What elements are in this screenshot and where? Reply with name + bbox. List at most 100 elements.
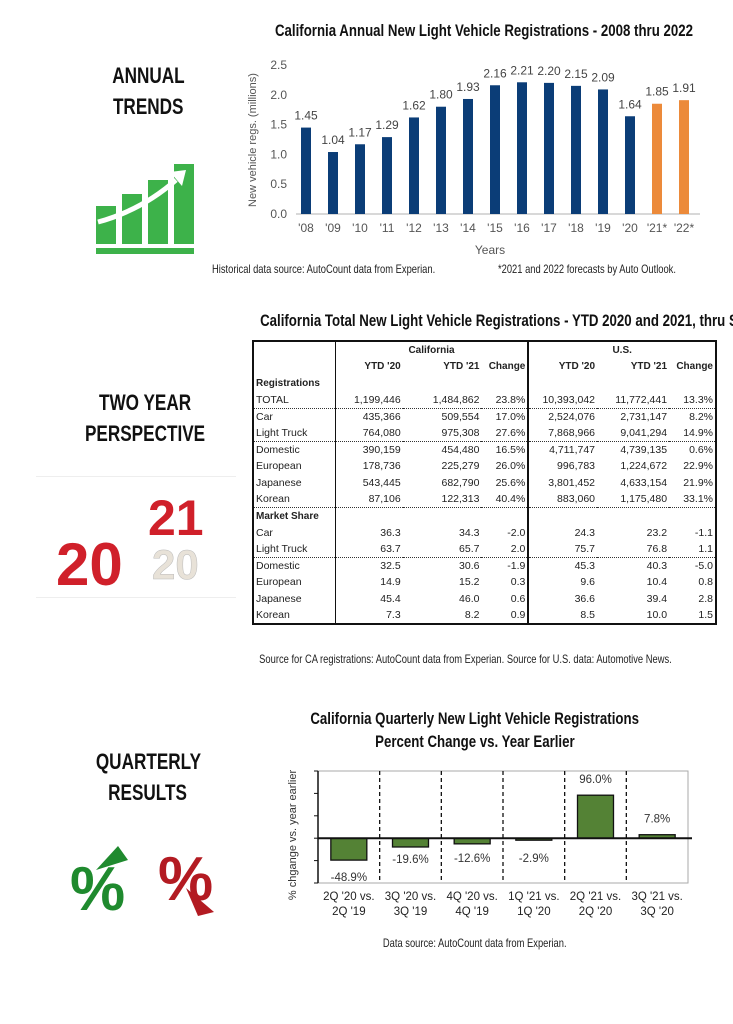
table-cell: 21.9% [683, 476, 713, 489]
table-cell: 17.0% [481, 407, 529, 425]
x-tick-label: '10 [352, 221, 368, 235]
percent-up-icon: % [70, 846, 128, 920]
table-cell: 454,480 [402, 440, 482, 458]
annual-chart: 0.0 0.5 1.0 1.5 2.0 2.5 New vehicle regs. (mil… [247, 58, 700, 257]
table-cell: 87,106 [334, 491, 403, 508]
x-tick-label: '20 [622, 221, 638, 235]
table-cell: 2,524,076 [527, 407, 598, 425]
section-label: Registrations [256, 377, 320, 389]
data-label: 1.29 [375, 118, 399, 132]
table-cell: 2,731,147 [597, 407, 670, 425]
bar [463, 98, 473, 214]
table-cell: 7,868,966 [527, 424, 598, 442]
y-axis-label: % chgange vs. year earlier [287, 770, 299, 901]
table-row: Korean 7.3 8.2 0.9 8.5 10.0 1.5 [253, 607, 716, 624]
x-tick-label: '17 [541, 221, 557, 235]
column-header: YTD '20 [334, 358, 403, 375]
section-label: Market Share [253, 507, 336, 525]
bar [301, 127, 311, 214]
data-label: 1.64 [618, 97, 642, 111]
x-tick-label: 2Q '21 vs. [570, 891, 621, 903]
row-label: Domestic [253, 440, 336, 458]
table-cell: 10,393,042 [527, 391, 598, 409]
x-tick-label: 2Q '20 vs. [323, 891, 374, 903]
bar [517, 82, 527, 214]
bar [330, 837, 368, 861]
x-tick-label: 3Q '20 [640, 906, 674, 918]
x-tick-label: '19 [595, 221, 611, 235]
table-cell: 14.9 [334, 574, 403, 591]
column-header: YTD '21 [630, 361, 668, 372]
table-cell: 33.1% [683, 493, 713, 506]
table-cell: 0.8 [698, 576, 713, 589]
table-cell: 1,224,672 [620, 460, 668, 473]
table-row: Japanese 543,445 682,790 25.6% 3,801,452 4,63… [253, 474, 716, 492]
table-cell: 7.3 [334, 607, 403, 624]
bar [544, 82, 554, 214]
bar [328, 152, 338, 214]
table-cell: 45.4 [334, 590, 403, 608]
table-row: Domestic 32.5 30.6 -1.9 45.3 40.3 -5.0 [253, 557, 716, 575]
data-label: 1.91 [672, 81, 696, 95]
x-tick-label: 2Q '20 [579, 906, 613, 918]
bar [625, 116, 635, 214]
y-tick-label: 0.5 [270, 177, 287, 191]
table-cell: 32.5 [334, 557, 403, 575]
data-label: 1.45 [294, 109, 318, 123]
x-tick-label: 1Q '20 [517, 906, 551, 918]
data-label: 1.04 [321, 133, 345, 147]
bar [436, 106, 446, 214]
table-source-note: Source for CA registrations: AutoCount d… [258, 652, 672, 666]
data-label: 1.93 [456, 80, 480, 94]
group-us: U.S. [527, 341, 716, 358]
table-cell: 435,366 [334, 407, 403, 425]
data-label: 96.0% [579, 774, 612, 786]
table-cell: 0.6 [510, 593, 526, 606]
table-cell: 1.1 [698, 542, 713, 555]
x-tick-label: 1Q '21 vs. [508, 891, 559, 903]
annual-source-note: Historical data source: AutoCount data f… [212, 262, 436, 276]
table-row: TOTAL 1,199,446 1,484,862 23.8% 10,393,042 11… [253, 391, 716, 409]
section-header: Registrations [253, 375, 716, 392]
row-label: Light Truck [256, 542, 308, 555]
annual-trends-label: ANNUAL TRENDS [111, 63, 185, 119]
x-tick-label: '13 [433, 221, 449, 235]
row-label: European [256, 460, 302, 473]
table-cell: 36.3 [334, 524, 403, 541]
row-label: Car [253, 407, 336, 425]
percent-icons: % % [70, 845, 214, 920]
quarterly-source-note: Data source: AutoCount data from Experia… [383, 936, 567, 950]
x-tick-label: 3Q '20 vs. [385, 891, 436, 903]
data-label: 2.20 [537, 64, 561, 78]
table-cell: 0.6% [669, 440, 716, 458]
table-cell: 122,313 [441, 493, 480, 506]
table-title: California Total New Light Vehicle Regis… [260, 311, 733, 330]
table-cell: 15.2 [459, 576, 480, 589]
x-tick-label: '22* [674, 221, 695, 235]
percent-down-icon: % [158, 845, 214, 916]
table-cell: 13.3% [683, 393, 713, 406]
column-header: Change [488, 361, 526, 372]
table-cell: 225,279 [441, 460, 480, 473]
annual-chart-title: California Annual New Light Vehicle Regi… [274, 21, 693, 40]
x-tick-label: '14 [460, 221, 476, 235]
table-cell: 76.8 [646, 542, 668, 555]
row-label: Korean [256, 493, 290, 506]
y-tick-label: 0.0 [270, 207, 287, 221]
row-label: Car [256, 526, 273, 539]
data-label: 2.09 [591, 70, 615, 84]
row-label: TOTAL [256, 393, 289, 406]
table-cell: 8.2% [669, 407, 716, 425]
table-cell: 40.4% [495, 493, 526, 506]
bar [355, 144, 365, 214]
data-label: 7.8% [644, 814, 670, 826]
table-cell: 9,041,294 [620, 426, 668, 439]
table-row: Car 435,366 509,554 17.0% 2,524,076 2,731,147… [253, 407, 716, 425]
table-cell: 14.9% [683, 426, 713, 439]
table-cell: 975,308 [441, 426, 480, 439]
table-cell: -1.1 [694, 526, 713, 539]
table-cell: 4,711,747 [527, 440, 598, 458]
2021-image: 20 20 21 [36, 476, 236, 598]
quarterly-chart: % chgange vs. year earlier -48.9% 2Q '20 v… [287, 770, 692, 918]
data-label: -19.6% [392, 854, 428, 866]
